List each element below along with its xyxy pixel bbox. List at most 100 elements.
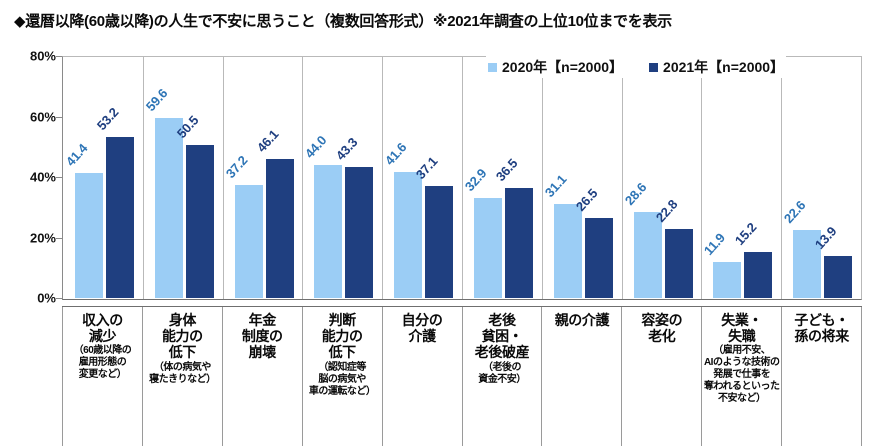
category-label-main: 子ども・ 孫の将来 xyxy=(794,312,849,345)
plot-column-divider xyxy=(302,57,304,299)
bar-value-label: 22.6 xyxy=(781,197,809,226)
bar-group: 44.0 43.3 xyxy=(302,56,382,298)
category-label-main: 身体 能力の 低下 xyxy=(161,312,203,361)
category-label-main: 老後 貧困・ 老後破産 xyxy=(474,312,530,361)
category-label-main: 収入の 減少 xyxy=(82,312,123,345)
bar-value-label: 32.9 xyxy=(461,166,490,195)
chart-legend: 2020年【n=2000】 2021年【n=2000】 xyxy=(486,56,787,78)
bar-y2020 xyxy=(234,185,263,298)
bar-y2021 xyxy=(106,137,134,298)
legend-label-2021: 2021年【n=2000】 xyxy=(663,59,785,75)
y-axis-tick-mark xyxy=(56,56,62,57)
bar-y2021 xyxy=(824,255,853,298)
bar-y2020 xyxy=(75,172,103,298)
bar-y2021 xyxy=(504,187,533,298)
legend-item-2021: 2021年【n=2000】 xyxy=(649,57,784,77)
bar-value-label: 11.9 xyxy=(701,230,729,259)
plot-column-divider xyxy=(541,57,543,299)
bar-y2020 xyxy=(314,164,343,298)
plot-frame xyxy=(62,56,862,300)
bar-value-label: 44.0 xyxy=(302,132,330,161)
category-label-cell: 容姿の 老化 xyxy=(622,307,703,446)
bar-y2021 xyxy=(265,158,294,298)
category-label-main: 親の介護 xyxy=(554,312,610,328)
category-label-sub: （60歳以降の 雇用形態の 変更など） xyxy=(73,345,132,381)
category-label-main: 失業・ 失職 xyxy=(721,312,763,345)
category-label-cell: 判断 能力の 低下 （認知症等 脳の病気や 車の運転など） xyxy=(303,307,383,446)
y-axis-tick-mark xyxy=(56,298,62,299)
bar-y2020 xyxy=(553,203,582,298)
bars-layer: 41.4 53.2 59.6 50.5 37.2 46.1 44.0 43.3 41.6 37.1… xyxy=(63,56,861,298)
bar-group: 59.6 50.5 xyxy=(143,56,223,298)
bar-value-label: 36.5 xyxy=(492,155,521,184)
y-axis-tick-label: 80% xyxy=(29,48,56,64)
bar-y2020 xyxy=(793,229,822,298)
category-label-cell: 子ども・ 孫の将来 xyxy=(782,307,863,446)
plot-column-divider xyxy=(701,57,703,299)
bar-y2021 xyxy=(664,229,693,298)
bar-value-label: 53.2 xyxy=(93,104,122,134)
category-label-cell: 親の介護 xyxy=(542,307,623,446)
y-axis-tick-label: 0% xyxy=(37,290,56,306)
category-label-sub: （認知症等 脳の病気や 車の運転など） xyxy=(308,361,376,397)
y-axis-tick-label: 40% xyxy=(29,169,56,185)
category-label-main: 年金 制度の 崩壊 xyxy=(241,312,283,361)
page-title: ◆還暦以降(60歳以降)の人生で不安に思うこと（複数回答形式）※2021年調査の… xyxy=(14,13,672,30)
legend-swatch-2020 xyxy=(488,62,497,72)
category-label-main: 容姿の 老化 xyxy=(641,312,683,345)
bar-y2021 xyxy=(584,217,613,298)
bar-group: 32.9 36.5 xyxy=(462,56,542,298)
category-label-cell: 年金 制度の 崩壊 xyxy=(223,307,303,446)
chart-plot-region: 0% 20% 40% 60% 80% 41.4 53.2 59.6 50.5 37.2 46.1 4… xyxy=(0,44,870,306)
bar-value-label: 37.2 xyxy=(222,153,250,182)
category-label-cell: 失業・ 失職 （雇用不安、 AIのような技術の 発展で仕事を 奪われるといった 不安など） xyxy=(702,307,783,446)
category-label-cell: 老後 貧困・ 老後破産 （老後の 資金不安） xyxy=(463,307,543,446)
y-axis-tick-label: 60% xyxy=(29,109,56,124)
bar-value-label: 41.4 xyxy=(62,140,91,169)
category-label-sub: （雇用不安、 AIのような技術の 発展で仕事を 奪われるといった 不安など） xyxy=(703,345,780,405)
plot-column-divider xyxy=(781,57,783,299)
bar-value-label: 43.3 xyxy=(333,134,361,164)
bar-value-label: 59.6 xyxy=(142,85,171,114)
category-label-cell: 自分の 介護 xyxy=(383,307,463,446)
bar-value-label: 15.2 xyxy=(732,219,760,249)
bar-y2021 xyxy=(345,167,374,298)
bar-y2021 xyxy=(425,185,454,298)
plot-column-divider xyxy=(382,57,384,299)
legend-item-2020: 2020年【n=2000】 xyxy=(488,57,623,77)
y-axis: 0% 20% 40% 60% 80% xyxy=(0,44,56,306)
bar-y2021 xyxy=(744,252,773,298)
bar-y2020 xyxy=(633,211,662,298)
bar-value-label: 28.6 xyxy=(621,179,649,208)
bar-group: 31.1 26.5 xyxy=(542,56,622,298)
plot-column-divider xyxy=(462,57,463,299)
y-axis-tick-mark xyxy=(56,177,62,178)
category-axis-labels: 収入の 減少 （60歳以降の 雇用形態の 変更など） 身体 能力の 低下 （体の病気や 寝たきりな… xyxy=(62,306,863,446)
bar-group: 22.6 13.9 xyxy=(781,56,861,298)
category-label-main: 自分の 介護 xyxy=(401,312,443,345)
bar-y2020 xyxy=(154,117,183,298)
category-label-cell: 身体 能力の 低下 （体の病気や 寝たきりなど） xyxy=(143,307,223,446)
category-label-cell: 収入の 減少 （60歳以降の 雇用形態の 変更など） xyxy=(62,307,143,446)
bar-group: 41.6 37.1 xyxy=(382,56,462,298)
category-label-main: 判断 能力の 低下 xyxy=(321,312,363,361)
bar-y2021 xyxy=(185,145,214,298)
bar-y2020 xyxy=(473,198,502,298)
bar-value-label: 46.1 xyxy=(253,126,281,155)
category-label-sub: （老後の 資金不安） xyxy=(478,361,526,385)
y-axis-tick-label: 20% xyxy=(29,230,56,245)
bar-group: 11.9 15.2 xyxy=(701,56,781,298)
y-axis-tick-mark xyxy=(56,116,62,118)
bar-y2020 xyxy=(713,262,742,298)
y-axis-tick-mark xyxy=(56,237,62,239)
bar-value-label: 41.6 xyxy=(382,139,410,169)
bar-y2020 xyxy=(394,172,423,298)
bar-group: 41.4 53.2 xyxy=(63,56,143,298)
bar-value-label: 31.1 xyxy=(541,171,570,200)
plot-column-divider xyxy=(222,57,224,299)
bar-group: 28.6 22.8 xyxy=(621,56,702,298)
category-label-sub: （体の病気や 寝たきりなど） xyxy=(149,361,216,385)
plot-column-divider xyxy=(621,57,623,299)
legend-label-2020: 2020年【n=2000】 xyxy=(502,59,624,75)
plot-column-divider xyxy=(142,57,144,299)
